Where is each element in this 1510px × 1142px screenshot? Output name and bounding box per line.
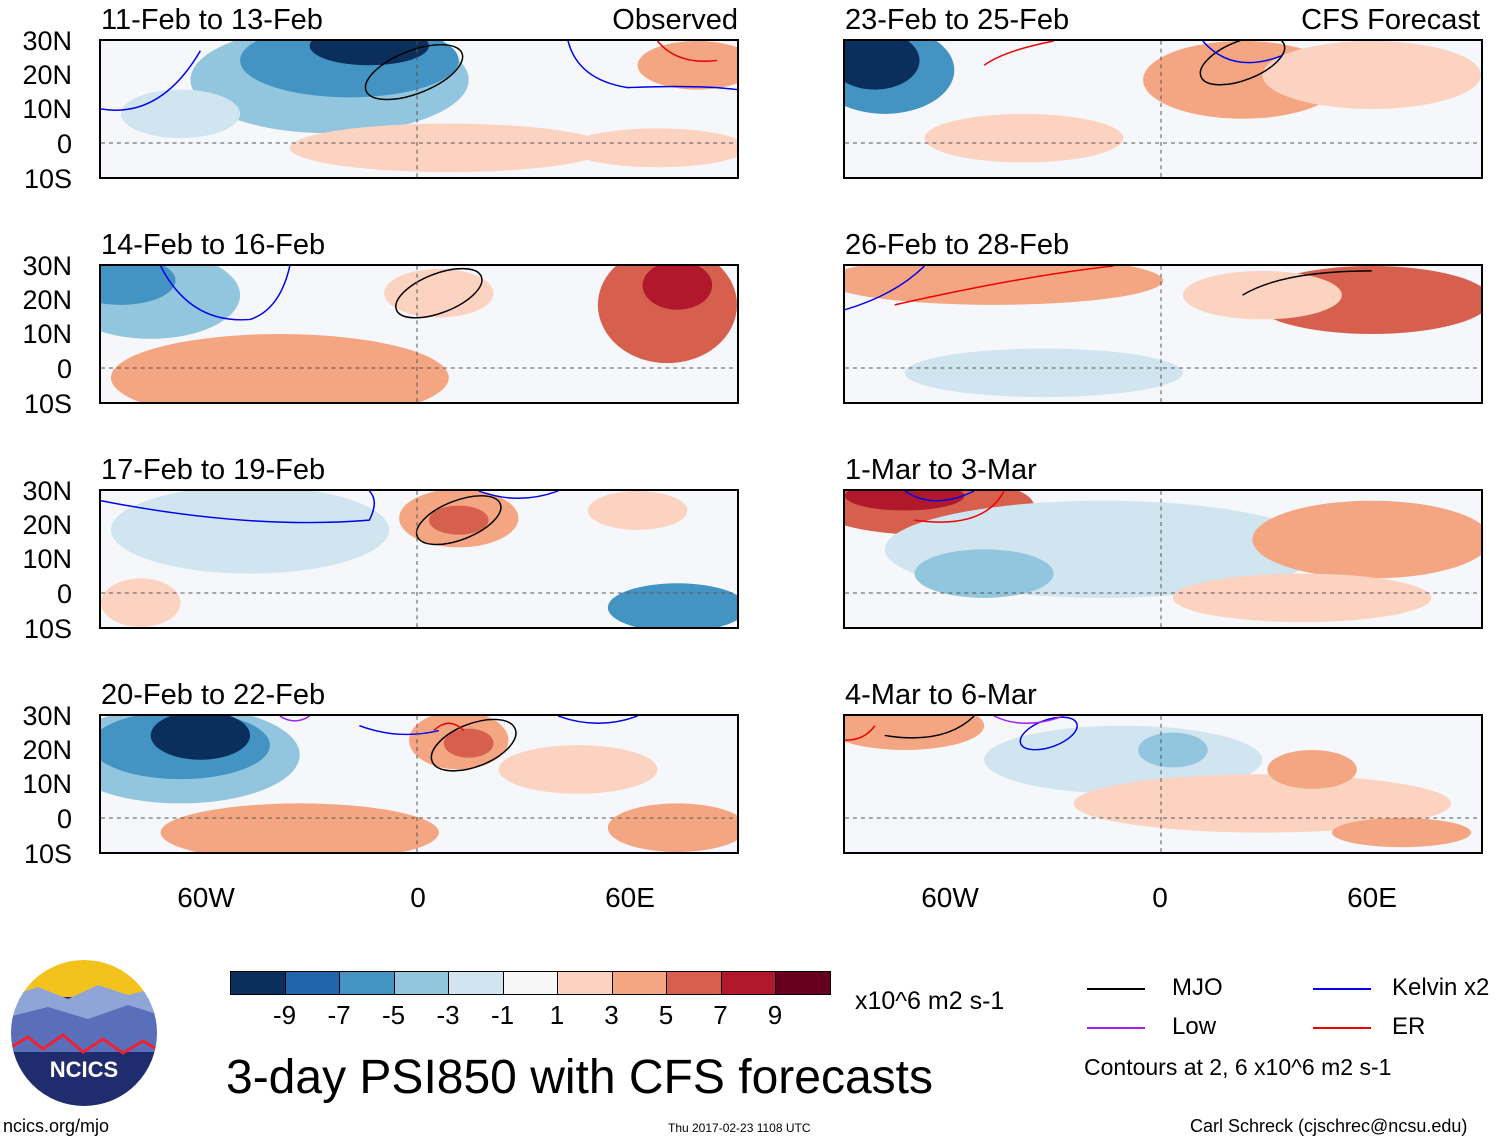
colorbar-label: 9 — [767, 1000, 783, 1030]
lat-tick: 0 — [56, 354, 72, 384]
colorbar-swatch — [720, 971, 776, 995]
colorbar-swatch — [230, 971, 286, 995]
lat-tick: 10N — [22, 319, 72, 349]
lat-tick: 30N — [22, 26, 72, 56]
colorbar-swatch — [775, 971, 831, 995]
lat-tick: 10S — [23, 839, 72, 869]
map-panel-5 — [99, 489, 739, 629]
lat-tick: 30N — [22, 251, 72, 281]
lon-tick: 60E — [1347, 882, 1397, 913]
lon-tick: 60W — [921, 882, 979, 913]
lat-tick: 0 — [56, 579, 72, 609]
colorbar-label: -3 — [436, 1000, 460, 1030]
lat-tick: 0 — [56, 129, 72, 159]
colorbar-label: 5 — [658, 1000, 674, 1030]
colorbar-label: -5 — [381, 1000, 406, 1030]
lat-tick: 10S — [23, 389, 72, 419]
map-panel-4 — [843, 264, 1483, 404]
legend-label-kelvin: Kelvin x2 — [1392, 974, 1490, 1001]
lon-tick: 0 — [1152, 882, 1168, 913]
colorbar-swatch — [393, 971, 449, 995]
colorbar-label: 3 — [604, 1000, 619, 1030]
legend-label-er: ER — [1392, 1013, 1426, 1040]
chart-title: 3-day PSI850 with CFS forecasts — [226, 1051, 933, 1104]
lat-tick: 30N — [22, 476, 72, 506]
legend-label-mjo: MJO — [1172, 974, 1223, 1001]
panel-title-5: 17-Feb to 19-Feb — [101, 454, 326, 486]
colorbar-swatch — [339, 971, 395, 995]
lat-tick: 20N — [22, 60, 72, 90]
map-panel-6 — [843, 489, 1483, 629]
legend-swatch-low — [1087, 1027, 1145, 1029]
lon-tick: 60W — [177, 882, 235, 913]
lat-tick: 10N — [22, 769, 72, 799]
legend-swatch-er — [1313, 1027, 1371, 1029]
colorbar-swatch — [557, 971, 613, 995]
panel-title-4: 26-Feb to 28-Feb — [845, 229, 1070, 261]
colorbar-label: -9 — [272, 1000, 297, 1030]
lat-tick: 10S — [23, 164, 72, 194]
panel-title-7: 20-Feb to 22-Feb — [101, 679, 326, 711]
legend-label-low: Low — [1172, 1013, 1217, 1040]
panel-label-observed: Observed — [612, 4, 738, 36]
colorbar-swatch — [284, 971, 340, 995]
contour-note: Contours at 2, 6 x10^6 m2 s-1 — [1084, 1054, 1392, 1080]
colorbar-swatch — [448, 971, 504, 995]
panel-title-2: 23-Feb to 25-Feb — [845, 4, 1070, 36]
map-panel-8 — [843, 714, 1483, 854]
panel-label-cfs: CFS Forecast — [1301, 4, 1480, 36]
panel-title-6: 1-Mar to 3-Mar — [845, 454, 1037, 486]
lat-tick: 20N — [22, 285, 72, 315]
colorbar-label: 7 — [713, 1000, 728, 1030]
lon-tick: 60E — [605, 882, 655, 913]
colorbar-swatch — [611, 971, 667, 995]
panel-title-3: 14-Feb to 16-Feb — [101, 229, 326, 261]
lat-tick: 10N — [22, 94, 72, 124]
legend-swatch-kelvin — [1313, 988, 1371, 990]
lat-tick: 30N — [22, 701, 72, 731]
footer-url[interactable]: ncics.org/mjo — [3, 1116, 110, 1136]
footer-timestamp: Thu 2017-02-23 1108 UTC — [668, 1121, 811, 1135]
units-label: x10^6 m2 s-1 — [855, 987, 1005, 1015]
footer-author: Carl Schreck (cjschrec@ncsu.edu) — [1190, 1116, 1468, 1136]
logo-text: NCICS — [49, 1057, 119, 1082]
lat-tick: 0 — [56, 804, 72, 834]
lat-tick: 10S — [23, 614, 72, 644]
map-panel-7 — [99, 714, 739, 854]
map-panel-1 — [99, 39, 739, 179]
colorbar-swatch — [666, 971, 722, 995]
lat-tick: 20N — [22, 510, 72, 540]
panel-title-1: 11-Feb to 13-Feb — [101, 4, 323, 36]
colorbar-label: -1 — [490, 1000, 515, 1030]
lat-tick: 20N — [22, 735, 72, 765]
colorbar-swatch — [502, 971, 558, 995]
ncics-logo: NCICS — [8, 957, 160, 1109]
legend-swatch-mjo — [1087, 988, 1145, 990]
lat-tick: 10N — [22, 544, 72, 574]
colorbar-label: -7 — [327, 1000, 351, 1030]
map-panel-2 — [843, 39, 1483, 179]
map-panel-3 — [99, 264, 739, 404]
panel-title-8: 4-Mar to 6-Mar — [845, 679, 1037, 711]
lon-tick: 0 — [410, 882, 426, 913]
colorbar-label: 1 — [549, 1000, 565, 1030]
